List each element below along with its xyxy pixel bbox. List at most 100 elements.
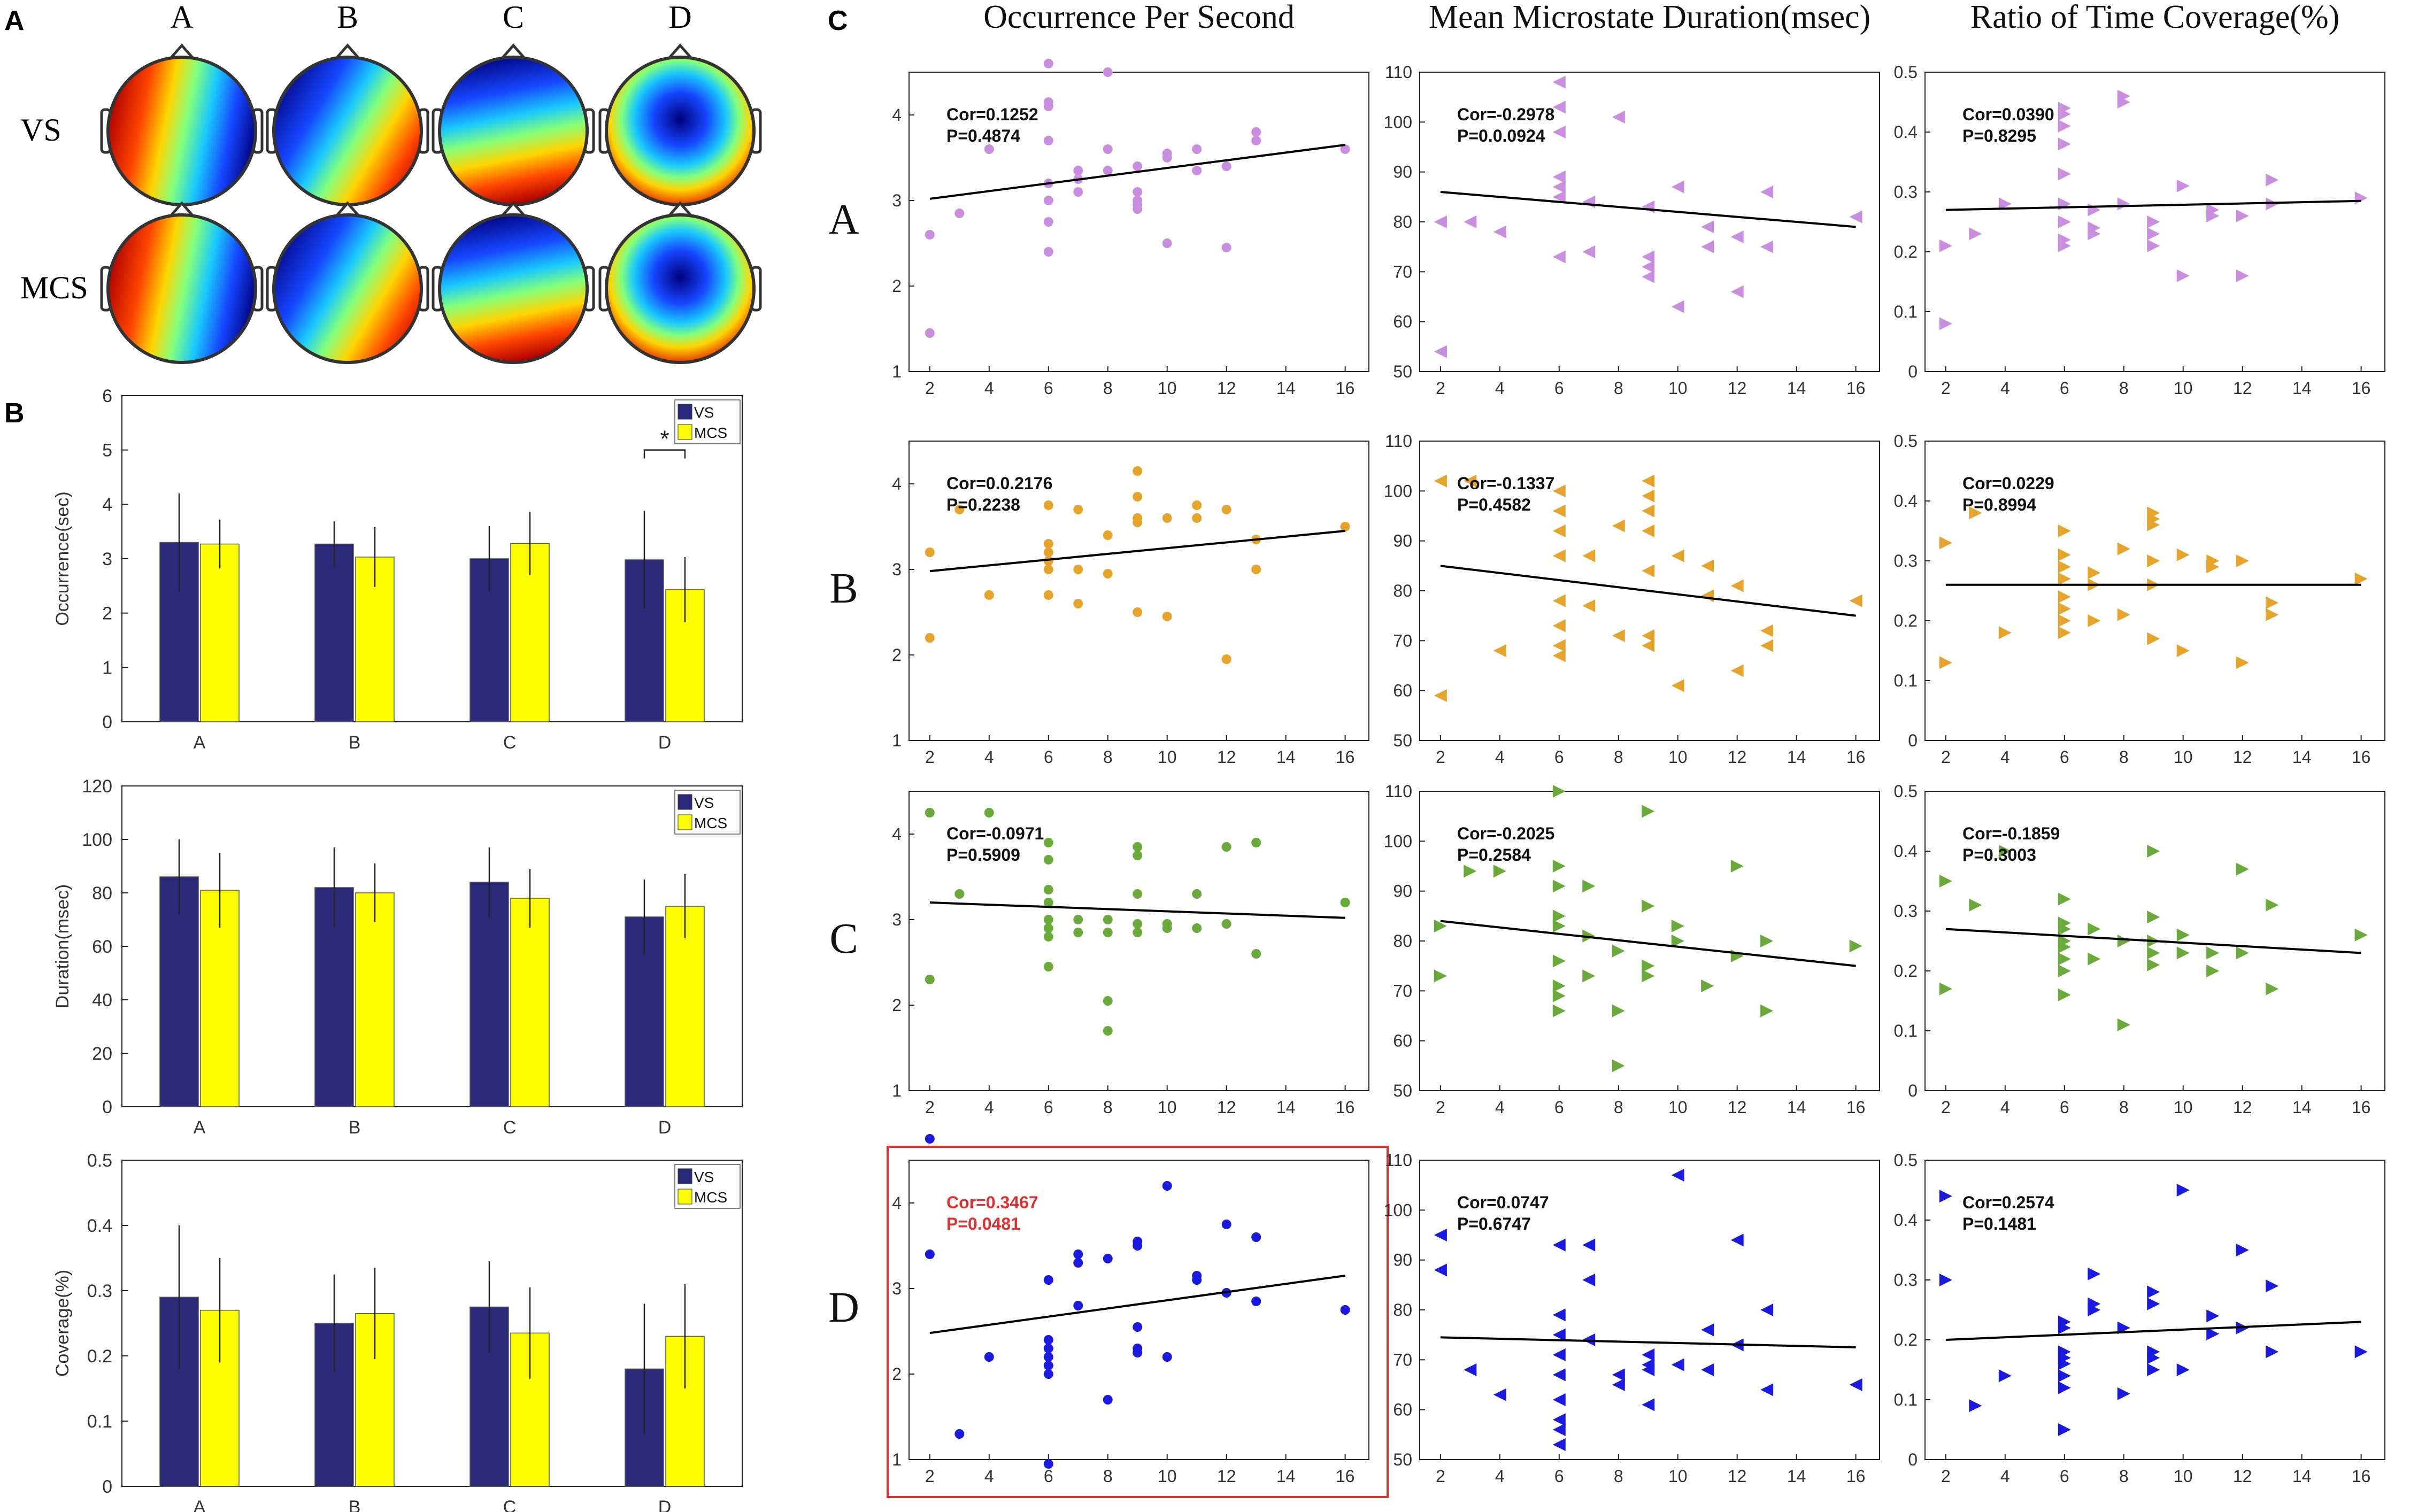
legend-swatch [677, 424, 692, 440]
data-point [1760, 186, 1774, 198]
data-point [1103, 928, 1113, 937]
scalp-map [106, 213, 257, 364]
y-tick-label: 0.4 [1894, 122, 1918, 142]
data-point [1730, 664, 1744, 677]
scatter-D-2: 2 4 6 8 10 12 14 16 0 0.1 0.2 0.3 0.4 0.5 Cor=0.2574 P=… [1894, 1151, 2385, 1486]
data-point [1760, 639, 1774, 652]
data-point [2058, 215, 2071, 228]
data-point [1162, 513, 1172, 523]
data-point [1998, 626, 2012, 639]
data-point [1552, 639, 1566, 652]
data-point [2117, 1321, 2130, 1334]
x-tick-label: 12 [1217, 1467, 1236, 1486]
data-point [1192, 889, 1202, 899]
x-tick-label: 14 [2292, 747, 2312, 767]
x-tick-label: C [503, 1497, 517, 1512]
y-tick-label: 20 [92, 1044, 112, 1064]
y-axis-label: Occurrence(sec) [52, 491, 73, 626]
data-point [1043, 500, 1053, 510]
y-tick-label: 80 [1393, 931, 1412, 951]
y-tick-label: 2 [102, 604, 112, 624]
data-point [925, 328, 935, 338]
data-point [1552, 785, 1566, 798]
data-point [1642, 524, 1655, 537]
x-tick-label: 14 [1276, 747, 1296, 767]
data-point [1642, 250, 1655, 264]
data-point [1103, 1026, 1113, 1036]
x-tick-label: 12 [1217, 747, 1236, 767]
data-point [1939, 1190, 1952, 1203]
data-point [1133, 1322, 1143, 1332]
data-point [1552, 171, 1566, 183]
x-tick-label: 16 [1336, 1098, 1355, 1117]
y-tick-label: 0 [1908, 1081, 1918, 1100]
data-point [1221, 161, 1231, 171]
data-point [1073, 1249, 1083, 1259]
data-point [1043, 838, 1053, 847]
y-tick-label: 50 [1393, 1450, 1412, 1469]
y-tick-label: 1 [892, 731, 902, 750]
data-point [1073, 187, 1083, 197]
data-point [2236, 554, 2249, 567]
x-tick-label: 2 [1436, 379, 1445, 398]
data-point [1192, 1275, 1202, 1285]
data-point [954, 209, 965, 218]
data-point [1043, 1352, 1053, 1362]
data-point [1043, 1361, 1053, 1370]
bar-mcs [510, 898, 550, 1107]
data-point [1552, 126, 1566, 138]
data-point [2088, 952, 2101, 966]
y-tick-label: 70 [1393, 981, 1412, 1000]
data-point [1340, 898, 1350, 907]
data-point [1642, 1348, 1655, 1361]
x-tick-label: 6 [1044, 1098, 1053, 1117]
data-point [1730, 860, 1744, 873]
data-point [1642, 1363, 1655, 1376]
data-point [1434, 215, 1447, 228]
x-tick-label: 14 [2292, 1467, 2312, 1486]
y-tick-label: 60 [1393, 681, 1412, 700]
x-tick-label: 10 [1158, 1098, 1177, 1117]
x-tick-label: 8 [1103, 379, 1113, 398]
data-point [1552, 594, 1566, 607]
legend-label: VS [694, 404, 714, 421]
x-tick-label: 4 [984, 1098, 994, 1117]
data-point [1043, 590, 1053, 600]
data-point [1434, 689, 1447, 702]
data-point [1642, 805, 1655, 818]
x-tick-label: 10 [1668, 1467, 1688, 1486]
scatter-D-1: 2 4 6 8 10 12 14 16 50 60 70 80 90 100 110 Cor=0.0747 P=… [1384, 1151, 1880, 1486]
legend-swatch [677, 794, 692, 810]
data-point [1671, 300, 1684, 313]
data-point [2058, 602, 2071, 615]
data-point [1162, 1352, 1172, 1362]
data-point [2117, 1018, 2130, 1031]
data-point [1073, 505, 1083, 514]
significance-star: * [660, 426, 669, 452]
y-tick-label: 0 [102, 712, 112, 732]
data-point [1760, 624, 1774, 637]
data-point [1073, 1258, 1083, 1268]
data-point [954, 889, 965, 899]
data-point [1701, 1323, 1714, 1337]
data-point [2206, 1309, 2220, 1323]
x-tick-label: 6 [1554, 1098, 1564, 1117]
data-point [1939, 1274, 1952, 1286]
scatter-C-2: 2 4 6 8 10 12 14 16 0 0.1 0.2 0.3 0.4 0.5 Cor=-0.1859 P… [1894, 782, 2385, 1117]
y-tick-label: 0.4 [87, 1216, 112, 1236]
data-point [1043, 923, 1053, 933]
x-tick-label: 4 [1495, 379, 1505, 398]
y-tick-label: 0.2 [1894, 242, 1918, 261]
bar-mcs [200, 543, 240, 722]
data-point [1073, 915, 1083, 924]
y-tick-label: 0 [102, 1477, 112, 1497]
y-tick-label: 120 [82, 776, 112, 797]
data-point [2147, 958, 2160, 971]
y-tick-label: 0.5 [1894, 431, 1918, 451]
y-tick-label: 100 [82, 830, 112, 850]
data-point [2176, 644, 2190, 657]
x-tick-label: 6 [1554, 379, 1564, 398]
data-point [1612, 519, 1625, 533]
data-point [2058, 892, 2071, 906]
x-tick-label: 2 [1941, 1467, 1951, 1486]
